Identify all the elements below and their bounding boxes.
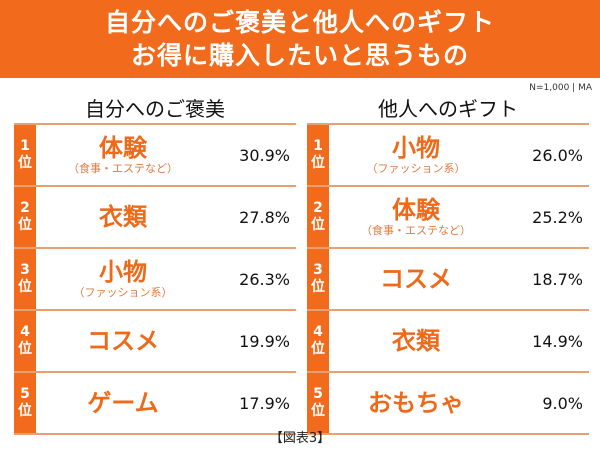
rank-number: 5	[313, 386, 323, 402]
rank-number: 5	[20, 386, 30, 402]
item-name: おもちゃ	[368, 389, 464, 417]
item-name: 体験	[99, 134, 147, 162]
item-subtitle: （食事・エステなど）	[361, 224, 471, 237]
item-percentage: 25.2%	[532, 207, 583, 227]
table-heading: 自分へのご褒美	[85, 97, 225, 121]
item-percentage: 17.9%	[239, 393, 290, 413]
rank-row: 5 位 おもちゃ 9.0%	[307, 371, 589, 435]
rank-suffix: 位	[311, 403, 325, 419]
rank-badge: 2 位	[307, 187, 329, 247]
rank-row: 1 位 小物 （ファッション系） 26.0%	[307, 123, 589, 185]
rank-number: 4	[313, 324, 323, 340]
rank-row: 1 位 体験 （食事・エステなど） 30.9%	[14, 123, 296, 185]
rank-row: 5 位 ゲーム 17.9%	[14, 371, 296, 435]
item-cell: おもちゃ	[329, 373, 503, 433]
rank-number: 1	[20, 138, 30, 154]
rank-row: 2 位 体験 （食事・エステなど） 25.2%	[307, 185, 589, 247]
item-subtitle: （食事・エステなど）	[68, 162, 178, 175]
item-name: コスメ	[87, 327, 159, 355]
table-heading: 他人へのギフト	[378, 97, 518, 121]
rank-row: 4 位 コスメ 19.9%	[14, 309, 296, 371]
rank-badge: 3 位	[14, 249, 36, 309]
item-name: 小物	[99, 258, 147, 286]
rank-badge: 1 位	[14, 125, 36, 185]
item-cell: 小物 （ファッション系）	[36, 249, 210, 309]
item-cell: 体験 （食事・エステなど）	[36, 125, 210, 185]
item-percentage: 26.3%	[239, 269, 290, 289]
rank-suffix: 位	[18, 279, 32, 295]
rank-row: 2 位 衣類 27.8%	[14, 185, 296, 247]
rank-badge: 5 位	[14, 373, 36, 433]
item-name: 体験	[392, 196, 440, 224]
rank-number: 1	[313, 138, 323, 154]
item-percentage: 9.0%	[542, 393, 583, 413]
rank-badge: 2 位	[14, 187, 36, 247]
rank-suffix: 位	[311, 279, 325, 295]
figure-caption: 【図表3】	[269, 431, 331, 446]
item-subtitle: （ファッション系）	[73, 286, 173, 299]
sample-note: N=1,000 | MA	[529, 83, 592, 93]
rank-number: 2	[313, 200, 323, 216]
rank-suffix: 位	[18, 403, 32, 419]
item-name: ゲーム	[87, 389, 159, 417]
rank-suffix: 位	[18, 341, 32, 357]
table-self-reward: 自分へのご褒美 1 位 体験 （食事・エステなど） 30.9% 2 位 衣類 2…	[14, 95, 296, 435]
title-line-1: 自分へのご褒美と他人へのギフト	[104, 8, 495, 37]
rank-badge: 4 位	[14, 311, 36, 371]
item-name: 衣類	[392, 327, 440, 355]
title-line-2: お得に購入したいと思うもの	[130, 41, 469, 70]
title-banner: 自分へのご褒美と他人へのギフト お得に購入したいと思うもの	[0, 0, 600, 78]
rank-badge: 5 位	[307, 373, 329, 433]
rank-row: 4 位 衣類 14.9%	[307, 309, 589, 371]
item-cell: コスメ	[36, 311, 210, 371]
item-cell: 衣類	[329, 311, 503, 371]
item-cell: 小物 （ファッション系）	[329, 125, 503, 185]
item-cell: 体験 （食事・エステなど）	[329, 187, 503, 247]
item-percentage: 18.7%	[532, 269, 583, 289]
item-percentage: 26.0%	[532, 145, 583, 165]
item-cell: コスメ	[329, 249, 503, 309]
item-name: 小物	[392, 134, 440, 162]
item-percentage: 27.8%	[239, 207, 290, 227]
item-subtitle: （ファッション系）	[366, 162, 466, 175]
rank-badge: 3 位	[307, 249, 329, 309]
item-name: 衣類	[99, 203, 147, 231]
rank-row: 3 位 コスメ 18.7%	[307, 247, 589, 309]
rank-row: 3 位 小物 （ファッション系） 26.3%	[14, 247, 296, 309]
table-gift: 他人へのギフト 1 位 小物 （ファッション系） 26.0% 2 位 体験 （食…	[307, 95, 589, 435]
rank-suffix: 位	[311, 155, 325, 171]
item-cell: ゲーム	[36, 373, 210, 433]
rank-suffix: 位	[18, 155, 32, 171]
item-percentage: 14.9%	[532, 331, 583, 351]
rank-number: 3	[20, 262, 30, 278]
rank-suffix: 位	[311, 217, 325, 233]
rank-number: 4	[20, 324, 30, 340]
rank-number: 2	[20, 200, 30, 216]
rank-suffix: 位	[311, 341, 325, 357]
rank-badge: 1 位	[307, 125, 329, 185]
item-percentage: 30.9%	[239, 145, 290, 165]
rank-number: 3	[313, 262, 323, 278]
rank-suffix: 位	[18, 217, 32, 233]
item-cell: 衣類	[36, 187, 210, 247]
rank-badge: 4 位	[307, 311, 329, 371]
item-name: コスメ	[380, 265, 452, 293]
item-percentage: 19.9%	[239, 331, 290, 351]
